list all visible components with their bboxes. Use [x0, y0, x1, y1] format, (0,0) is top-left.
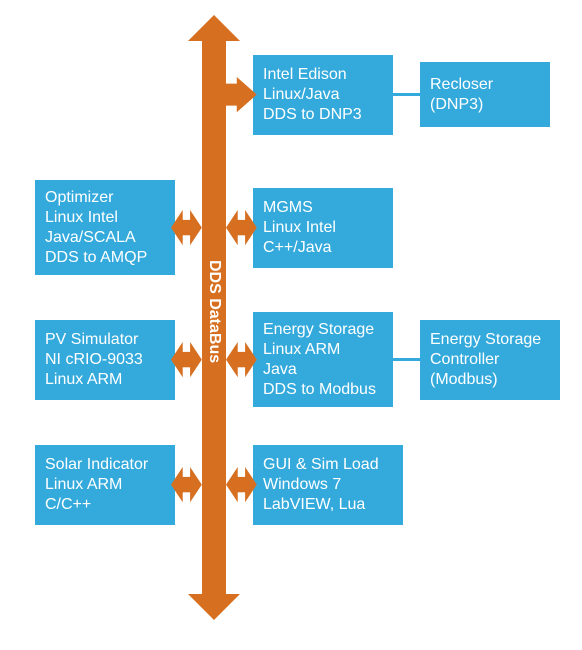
node-energy-storage: Energy StorageLinux ARMJavaDDS to Modbus [253, 312, 393, 407]
arrow-es [226, 342, 257, 377]
node-es-controller-line: Energy Storage [430, 330, 550, 350]
arrow-pv [171, 342, 202, 377]
dds-bus-label: DDS DataBus [205, 260, 223, 363]
node-energy-storage-line: DDS to Modbus [263, 380, 383, 400]
connector-energy-storage-es-controller [393, 358, 420, 361]
node-pv-simulator-line: Linux ARM [45, 370, 165, 390]
node-recloser: Recloser(DNP3) [420, 62, 550, 127]
node-mgms-line: C++/Java [263, 238, 383, 258]
node-gui-sim-load-line: Windows 7 [263, 475, 393, 495]
dds-bus-arrowhead-bottom [188, 594, 240, 620]
node-optimizer-line: Linux Intel [45, 208, 165, 228]
arrow-solar [171, 467, 202, 502]
node-mgms: MGMSLinux IntelC++/Java [253, 188, 393, 268]
arrow-to-edison [226, 77, 257, 112]
dds-bus-arrowhead-top [188, 15, 240, 41]
node-recloser-line: (DNP3) [430, 95, 540, 115]
arrow-mgms [226, 210, 257, 245]
node-mgms-line: Linux Intel [263, 218, 383, 238]
node-intel-edison: Intel EdisonLinux/JavaDDS to DNP3 [253, 55, 393, 135]
connector-intel-edison-recloser [393, 93, 420, 96]
arrow-optimizer [171, 210, 202, 245]
node-solar-indicator-line: C/C++ [45, 495, 165, 515]
node-gui-sim-load-line: LabVIEW, Lua [263, 495, 393, 515]
node-es-controller-line: (Modbus) [430, 370, 550, 390]
node-solar-indicator: Solar IndicatorLinux ARMC/C++ [35, 445, 175, 525]
arrow-gui [226, 467, 257, 502]
node-optimizer-line: Optimizer [45, 188, 165, 208]
diagram-canvas: DDS DataBusIntel EdisonLinux/JavaDDS to … [0, 0, 582, 650]
node-es-controller-line: Controller [430, 350, 550, 370]
node-energy-storage-line: Linux ARM [263, 340, 383, 360]
node-pv-simulator: PV SimulatorNI cRIO-9033Linux ARM [35, 320, 175, 400]
node-recloser-line: Recloser [430, 75, 540, 95]
node-optimizer: OptimizerLinux IntelJava/SCALADDS to AMQ… [35, 180, 175, 275]
node-gui-sim-load-line: GUI & Sim Load [263, 455, 393, 475]
node-optimizer-line: Java/SCALA [45, 228, 165, 248]
node-pv-simulator-line: NI cRIO-9033 [45, 350, 165, 370]
node-intel-edison-line: Intel Edison [263, 65, 383, 85]
node-energy-storage-line: Java [263, 360, 383, 380]
node-gui-sim-load: GUI & Sim LoadWindows 7LabVIEW, Lua [253, 445, 403, 525]
node-intel-edison-line: Linux/Java [263, 85, 383, 105]
node-solar-indicator-line: Solar Indicator [45, 455, 165, 475]
node-energy-storage-line: Energy Storage [263, 320, 383, 340]
node-pv-simulator-line: PV Simulator [45, 330, 165, 350]
node-intel-edison-line: DDS to DNP3 [263, 105, 383, 125]
node-es-controller: Energy StorageController(Modbus) [420, 320, 560, 400]
node-mgms-line: MGMS [263, 198, 383, 218]
node-solar-indicator-line: Linux ARM [45, 475, 165, 495]
node-optimizer-line: DDS to AMQP [45, 248, 165, 268]
